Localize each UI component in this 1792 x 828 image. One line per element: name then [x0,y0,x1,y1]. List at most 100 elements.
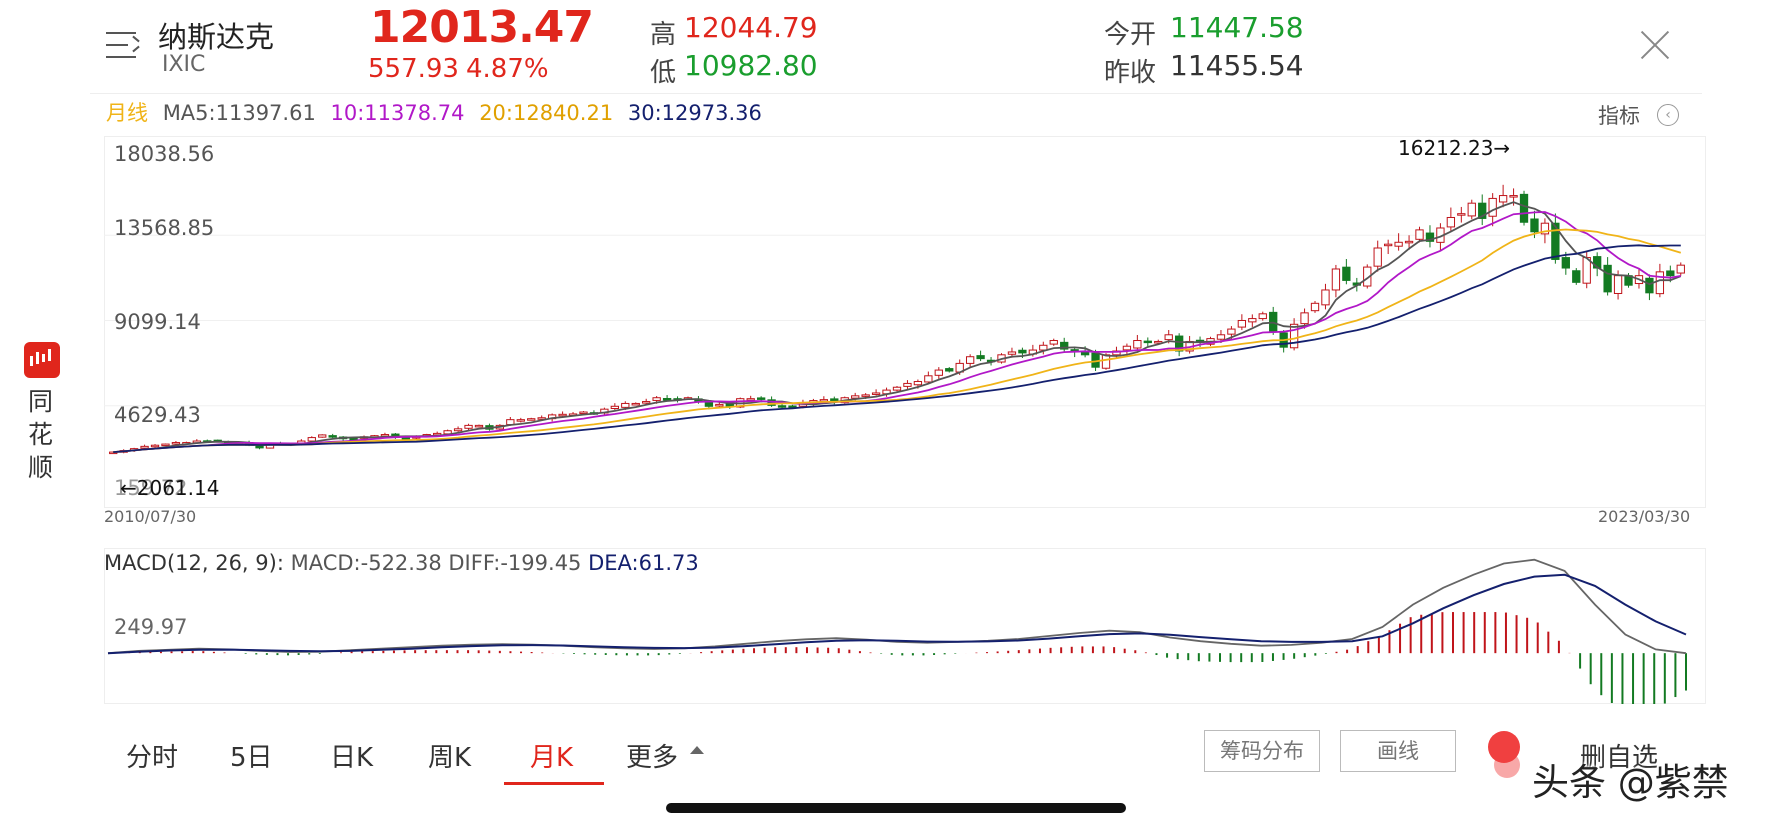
candle-body [1373,247,1382,267]
candle-body [1457,213,1466,216]
y-axis-label: 4629.43 [114,403,201,427]
watermark: 头条 @紫禁 [1532,761,1729,804]
candle-body [1060,341,1069,350]
candle-body [516,419,525,422]
candle-body [652,397,661,401]
tab-intraday[interactable]: 分时 [126,743,179,773]
candle-body [1175,335,1184,352]
open-label: 今开 [1104,20,1157,50]
candle-body [1133,340,1142,349]
candle-body [1018,349,1027,354]
candle-body [1289,323,1299,349]
y-axis-label: 18038.56 [114,142,215,166]
high-label: 高 [650,20,677,50]
candle-body [1049,340,1058,345]
candle-body [161,443,170,447]
candle-body [1572,270,1581,283]
tab-monthly-k[interactable]: 月K [530,743,574,773]
index-name: 纳斯达克 [158,20,275,54]
tab-5day[interactable]: 5日 [230,743,273,773]
app-logo-text: 同花顺 [28,387,54,482]
open-value: 11447.58 [1170,11,1304,44]
candle-body [871,392,881,395]
low-label: 低 [650,58,677,88]
candle-body [579,411,588,415]
kline-candles [109,184,1685,455]
macd-chart[interactable] [104,548,1706,704]
candle-body [1519,193,1529,223]
diff-value: DIFF:-199.45 [448,551,582,575]
dea-line [107,573,1687,655]
index-code: IXIC [162,52,206,77]
candle-body [1007,351,1017,355]
end-date: 2023/03/30 [1598,507,1691,526]
ma5-line [113,201,1682,453]
candle-body [715,403,724,407]
float-ball-icon[interactable] [1488,731,1520,763]
active-tab-indicator [504,782,604,785]
tab-weekly-k[interactable]: 周K [428,743,472,773]
draw-line-button[interactable]: 画线 [1340,730,1456,772]
candle-body [1227,328,1236,335]
ma30-value: 30:12973.36 [627,101,762,125]
candle-body [537,417,546,420]
start-date: 2010/07/30 [104,507,197,526]
candle-body [851,395,860,399]
prev-close-label: 昨收 [1104,58,1157,88]
candle-body [642,401,651,404]
candle-body [1645,277,1654,294]
header-divider [90,93,1702,94]
candle-body [1551,222,1560,260]
candle-body [1331,268,1341,291]
indicator-button[interactable]: 指标 [1598,104,1640,128]
candle-body [453,428,463,432]
price-change-pct: 4.87% [466,54,549,84]
candle-body [1310,302,1320,312]
candle-body [913,381,923,386]
kline-chart[interactable] [104,136,1706,508]
candle-body [621,402,630,408]
candle-body [1101,354,1111,369]
candle-body [1467,202,1476,217]
y-axis-label: 9099.14 [114,310,201,334]
candle-body [1216,334,1226,340]
candle-body [380,434,390,437]
kline-ma-lines [113,201,1682,453]
remove-favorite-button[interactable]: 删自选 [1580,743,1659,773]
candle-body [318,434,327,438]
candle-body [1530,218,1539,233]
macd-y-label: 249.97 [114,615,188,639]
prev-close-value: 11455.54 [1170,49,1304,82]
candle-body [1488,197,1497,217]
current-price: 12013.47 [370,2,594,53]
low-value: 10982.80 [684,49,818,82]
candle-body [1342,266,1351,281]
ma5-value: MA5:11397.61 [162,101,316,125]
candle-body [1321,289,1330,306]
candle-body [1478,202,1487,219]
candle-body [255,445,264,449]
high-value: 12044.79 [684,11,818,44]
candle-body [1143,340,1152,344]
candle-body [433,432,442,436]
candle-body [1404,240,1414,244]
candle-body [1509,195,1518,198]
close-icon[interactable] [1640,30,1670,60]
menu-icon[interactable] [106,32,142,60]
app-logo-icon [24,342,60,378]
candle-body [1655,271,1665,295]
candle-body [756,397,766,400]
low-annotation: ←2061.14 [120,476,220,500]
ma10-line [113,211,1681,453]
price-change: 557.93 [368,54,459,84]
chip-distribution-button[interactable]: 筹码分布 [1204,730,1320,772]
candle-body [1122,345,1132,351]
candle-body [1425,232,1435,242]
ma10-value: 10:11378.74 [330,101,465,125]
tab-more[interactable]: 更多 [626,743,679,773]
candle-body [924,375,933,383]
caret-up-icon[interactable] [690,746,704,754]
candle-body [777,405,787,408]
chevron-left-icon[interactable]: ‹ [1657,104,1679,126]
tab-daily-k[interactable]: 日K [330,743,374,773]
